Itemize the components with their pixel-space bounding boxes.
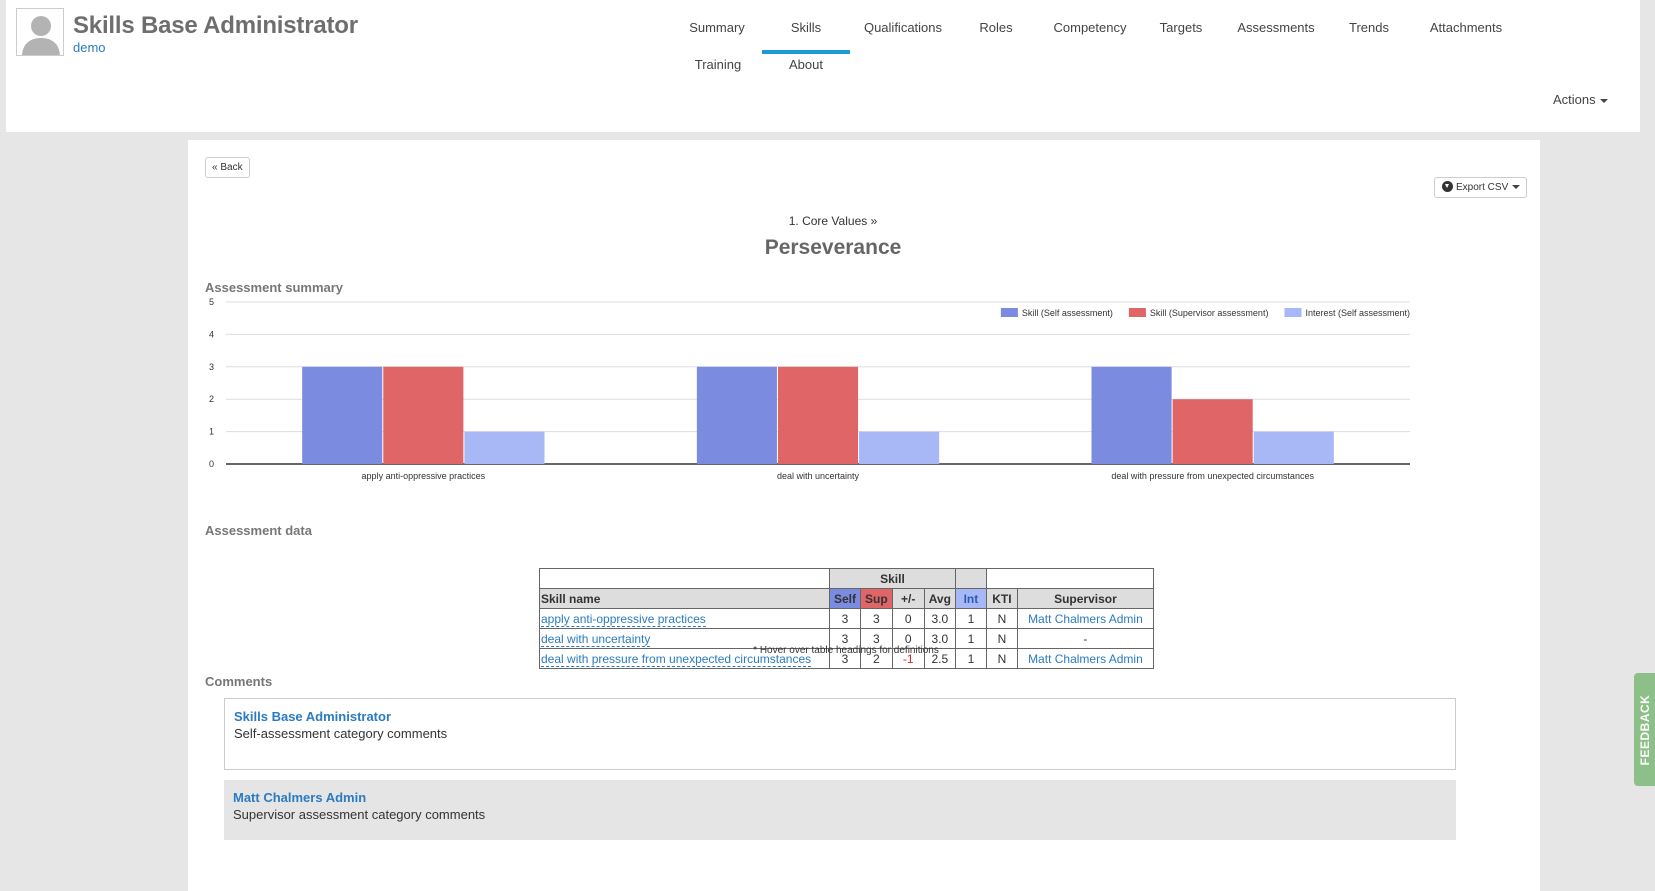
int-group-header (954, 568, 987, 589)
diff-cell: 0 (891, 608, 925, 629)
comment-author[interactable]: Matt Chalmers Admin (233, 790, 367, 805)
col-skill-name[interactable]: Skill name (539, 588, 830, 609)
y-tick-label: 2 (209, 394, 214, 404)
nav-training[interactable]: Training (694, 57, 742, 72)
nav-about[interactable]: About (789, 57, 823, 72)
table-row: deal with pressure from unexpected circu… (539, 648, 1154, 669)
avg-cell: 3.0 (923, 608, 956, 629)
export-csv-button[interactable]: Export CSV (1434, 177, 1528, 198)
feedback-tab[interactable]: FEEDBACK (1634, 673, 1655, 786)
bar (859, 431, 940, 464)
user-silhouette-icon (17, 9, 63, 55)
bar (1253, 431, 1334, 464)
assessment-summary-chart: 0 1 2 3 4 5 apply anti-oppressive practices dea… (209, 297, 1410, 481)
bar (302, 366, 383, 464)
comment-card: Matt Chalmers Admin Supervisor assessmen… (224, 780, 1456, 840)
avg-cell: 3.0 (923, 628, 956, 649)
assessment-summary-heading: Assessment summary (205, 280, 344, 295)
avatar[interactable] (16, 8, 64, 56)
comments-heading: Comments (205, 674, 273, 689)
y-tick-label: 5 (209, 297, 214, 307)
col-kti[interactable]: KTI (985, 588, 1018, 609)
col-sup[interactable]: Sup (860, 588, 893, 609)
legend-label: Interest (Self assessment) (1305, 308, 1410, 318)
nav-qualifications[interactable]: Qualifications (863, 20, 943, 35)
bar (464, 431, 545, 464)
col-int[interactable]: Int (954, 588, 987, 609)
col-diff[interactable]: +/- (891, 588, 925, 609)
col-avg[interactable]: Avg (923, 588, 956, 609)
skill-name-cell: apply anti-oppressive practices (539, 608, 830, 629)
kti-cell: N (985, 648, 1018, 669)
nav-assessments[interactable]: Assessments (1237, 20, 1315, 35)
x-tick-label: deal with uncertainty (777, 471, 860, 481)
export-csv-label: Export CSV (1456, 182, 1509, 193)
bar (696, 366, 777, 464)
table-hint: * Hover over table headings for definiti… (753, 645, 939, 656)
account-link[interactable]: demo (73, 40, 106, 55)
feedback-label: FEEDBACK (1637, 694, 1652, 765)
table-corner (539, 568, 830, 589)
y-tick-label: 3 (209, 362, 214, 372)
y-tick-label: 4 (209, 329, 214, 339)
self-cell: 3 (828, 648, 862, 669)
legend-label: Skill (Supervisor assessment) (1150, 308, 1269, 318)
x-tick-label: deal with pressure from unexpected circu… (1111, 471, 1314, 481)
int-cell: 1 (954, 608, 987, 629)
bar (777, 366, 859, 464)
nav-summary[interactable]: Summary (689, 20, 745, 35)
supervisor-cell: Matt Chalmers Admin (1016, 648, 1154, 669)
bar (1091, 366, 1172, 464)
nav-roles[interactable]: Roles (979, 20, 1013, 35)
nav-targets[interactable]: Targets (1159, 20, 1203, 35)
skill-link[interactable]: deal with pressure from unexpected circu… (541, 651, 812, 667)
bar (383, 366, 464, 464)
x-tick-label: apply anti-oppressive practices (362, 471, 486, 481)
page-title: Perseverance (764, 236, 902, 259)
nav-skills[interactable]: Skills (762, 16, 850, 54)
caret-down-icon (1599, 98, 1608, 103)
supervisor-link[interactable]: Matt Chalmers Admin (1028, 611, 1143, 626)
bar (1172, 399, 1253, 464)
kti-cell: N (985, 608, 1018, 629)
supervisor-cell: Matt Chalmers Admin (1016, 608, 1154, 629)
nav-trends[interactable]: Trends (1349, 20, 1389, 35)
skill-group-header: Skill (829, 568, 956, 589)
col-self[interactable]: Self (828, 588, 862, 609)
app-header: Skills Base Administrator demo Summary S… (6, 0, 1640, 132)
nav-attachments[interactable]: Attachments (1429, 20, 1503, 35)
breadcrumb[interactable]: 1. Core Values » (788, 214, 878, 228)
y-tick-label: 0 (209, 459, 214, 469)
back-button[interactable]: « Back (205, 157, 250, 178)
legend-label: Skill (Self assessment) (1022, 308, 1113, 318)
actions-label: Actions (1553, 92, 1596, 107)
main-panel: « Back Export CSV 1. Core Values » Perse… (188, 140, 1540, 891)
comment-card: Skills Base Administrator Self-assessmen… (224, 698, 1456, 770)
skill-link[interactable]: deal with uncertainty (541, 631, 651, 647)
skill-link[interactable]: apply anti-oppressive practices (541, 611, 706, 627)
self-cell: 3 (828, 608, 862, 629)
col-supervisor[interactable]: Supervisor (1016, 588, 1154, 609)
table-row: apply anti-oppressive practices 3 3 0 3.… (539, 608, 1154, 629)
legend-swatch (1000, 308, 1018, 317)
table-corner-right (985, 568, 1154, 589)
avg-cell: 2.5 (923, 648, 956, 669)
download-icon (1442, 181, 1453, 192)
actions-dropdown[interactable]: Actions (1553, 92, 1608, 107)
comment-text: Self-assessment category comments (234, 726, 448, 741)
comment-text: Supervisor assessment category comments (233, 807, 486, 822)
sup-cell: 3 (860, 608, 893, 629)
legend-swatch (1128, 308, 1146, 317)
assessment-data-table: Skill Skill name Self Sup +/- Avg Int KT… (539, 568, 1154, 669)
caret-down-icon (1512, 185, 1521, 190)
skill-name-cell: deal with pressure from unexpected circu… (539, 648, 830, 669)
nav-competency[interactable]: Competency (1053, 20, 1127, 35)
legend-swatch (1284, 308, 1302, 317)
assessment-data-heading: Assessment data (205, 523, 312, 538)
comment-author[interactable]: Skills Base Administrator (234, 709, 392, 724)
app-title: Skills Base Administrator (73, 12, 358, 39)
y-tick-label: 1 (209, 427, 214, 437)
supervisor-link[interactable]: Matt Chalmers Admin (1028, 651, 1143, 666)
